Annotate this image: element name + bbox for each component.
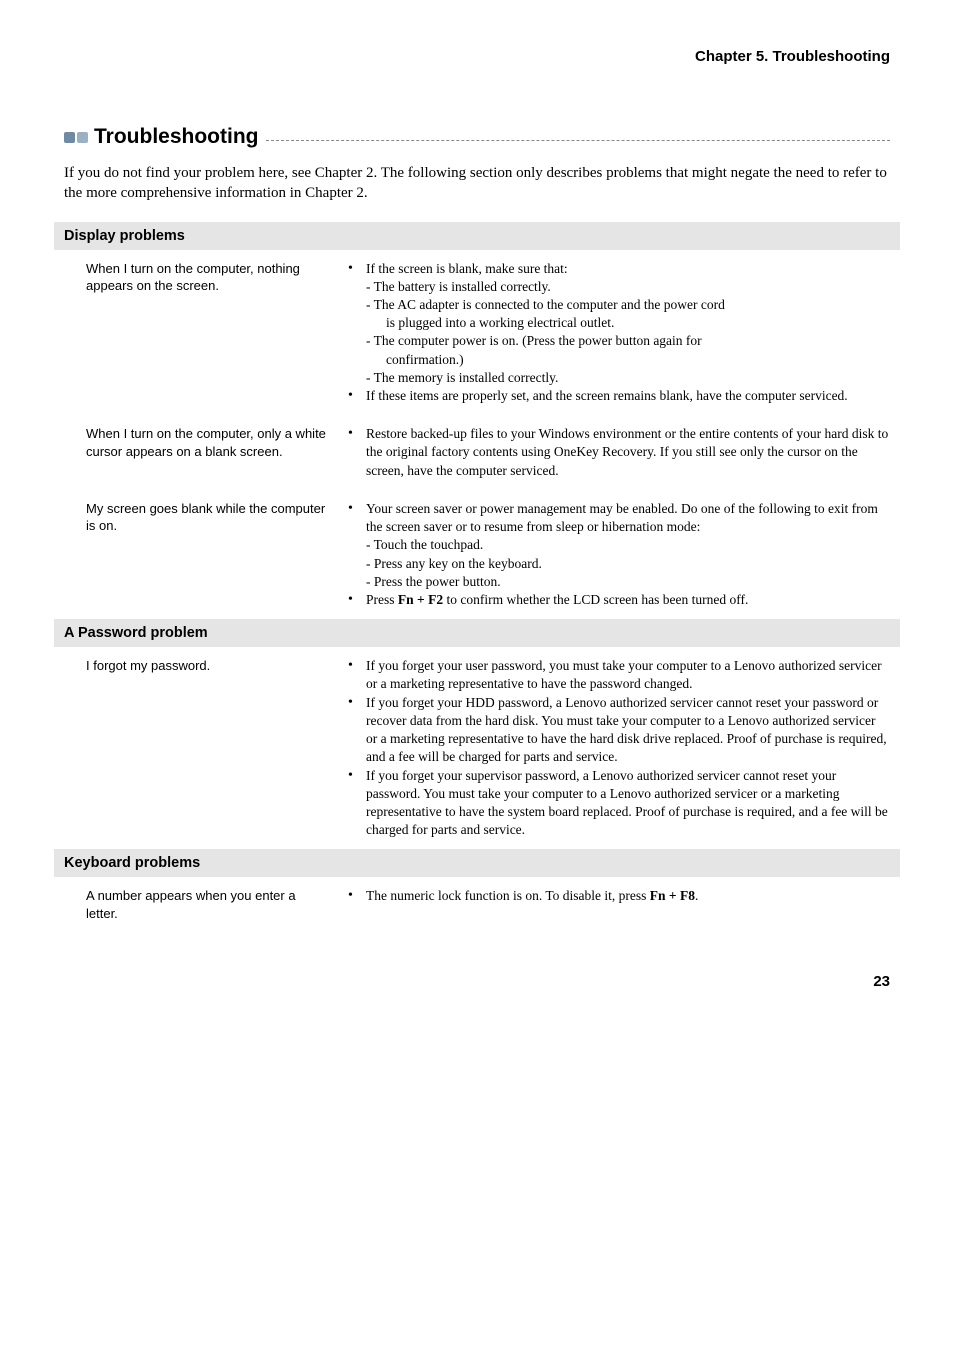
key-combo: Fn + F2 bbox=[398, 592, 443, 607]
solution-sub: - The AC adapter is connected to the com… bbox=[366, 296, 890, 314]
section-title: Troubleshooting bbox=[94, 125, 258, 149]
solution-bullet: If you forget your supervisor password, … bbox=[348, 767, 890, 840]
solution-bullet: If the screen is blank, make sure that: bbox=[366, 261, 568, 276]
solution-bullet: If you forget your HDD password, a Lenov… bbox=[348, 694, 890, 767]
chapter-title: Chapter 5. Troubleshooting bbox=[64, 48, 890, 65]
bullet-square-icon bbox=[77, 132, 88, 143]
troubleshoot-entry: When I turn on the computer, nothing app… bbox=[64, 250, 890, 416]
solution-bullet: If you forget your user password, you mu… bbox=[348, 657, 890, 693]
solution-bullet: Your screen saver or power management ma… bbox=[366, 501, 878, 534]
solution-text: Your screen saver or power management ma… bbox=[348, 500, 890, 609]
solution-bullet: Restore backed-up files to your Windows … bbox=[348, 425, 890, 480]
troubleshoot-entry: When I turn on the computer, only a whit… bbox=[64, 415, 890, 490]
problem-text: I forgot my password. bbox=[86, 657, 326, 839]
solution-sub: - The computer power is on. (Press the p… bbox=[366, 332, 890, 350]
category-header-display: Display problems bbox=[54, 222, 900, 250]
intro-text: If you do not find your problem here, se… bbox=[64, 163, 890, 204]
troubleshoot-entry: My screen goes blank while the computer … bbox=[64, 490, 890, 619]
solution-sub: - Press any key on the keyboard. bbox=[366, 555, 890, 573]
solution-bullet: If these items are properly set, and the… bbox=[348, 387, 890, 405]
problem-text: When I turn on the computer, only a whit… bbox=[86, 425, 326, 480]
troubleshoot-entry: A number appears when you enter a letter… bbox=[64, 877, 890, 932]
key-combo: Fn + F8 bbox=[650, 888, 695, 903]
problem-text: When I turn on the computer, nothing app… bbox=[86, 260, 326, 406]
category-header-keyboard: Keyboard problems bbox=[54, 849, 900, 877]
solution-bullet: The numeric lock function is on. To disa… bbox=[348, 887, 890, 905]
section-heading: Troubleshooting bbox=[64, 125, 890, 149]
solution-text: If the screen is blank, make sure that: … bbox=[348, 260, 890, 406]
solution-sub: is plugged into a working electrical out… bbox=[366, 314, 890, 332]
solution-bullet: Press Fn + F2 to confirm whether the LCD… bbox=[348, 591, 890, 609]
category-header-password: A Password problem bbox=[54, 619, 900, 647]
solution-text: The numeric lock function is on. To disa… bbox=[348, 887, 890, 922]
bullet-square-icon bbox=[64, 132, 75, 143]
page-number: 23 bbox=[64, 973, 890, 990]
solution-sub: - The battery is installed correctly. bbox=[366, 278, 890, 296]
solution-text: If you forget your user password, you mu… bbox=[348, 657, 890, 839]
solution-sub: confirmation.) bbox=[366, 351, 890, 369]
solution-sub: - The memory is installed correctly. bbox=[366, 369, 890, 387]
section-bullets-icon bbox=[64, 132, 88, 143]
problem-text: My screen goes blank while the computer … bbox=[86, 500, 326, 609]
solution-text: Restore backed-up files to your Windows … bbox=[348, 425, 890, 480]
troubleshoot-entry: I forgot my password. If you forget your… bbox=[64, 647, 890, 849]
solution-sub: - Press the power button. bbox=[366, 573, 890, 591]
heading-divider bbox=[266, 140, 890, 141]
solution-sub: - Touch the touchpad. bbox=[366, 536, 890, 554]
problem-text: A number appears when you enter a letter… bbox=[86, 887, 326, 922]
